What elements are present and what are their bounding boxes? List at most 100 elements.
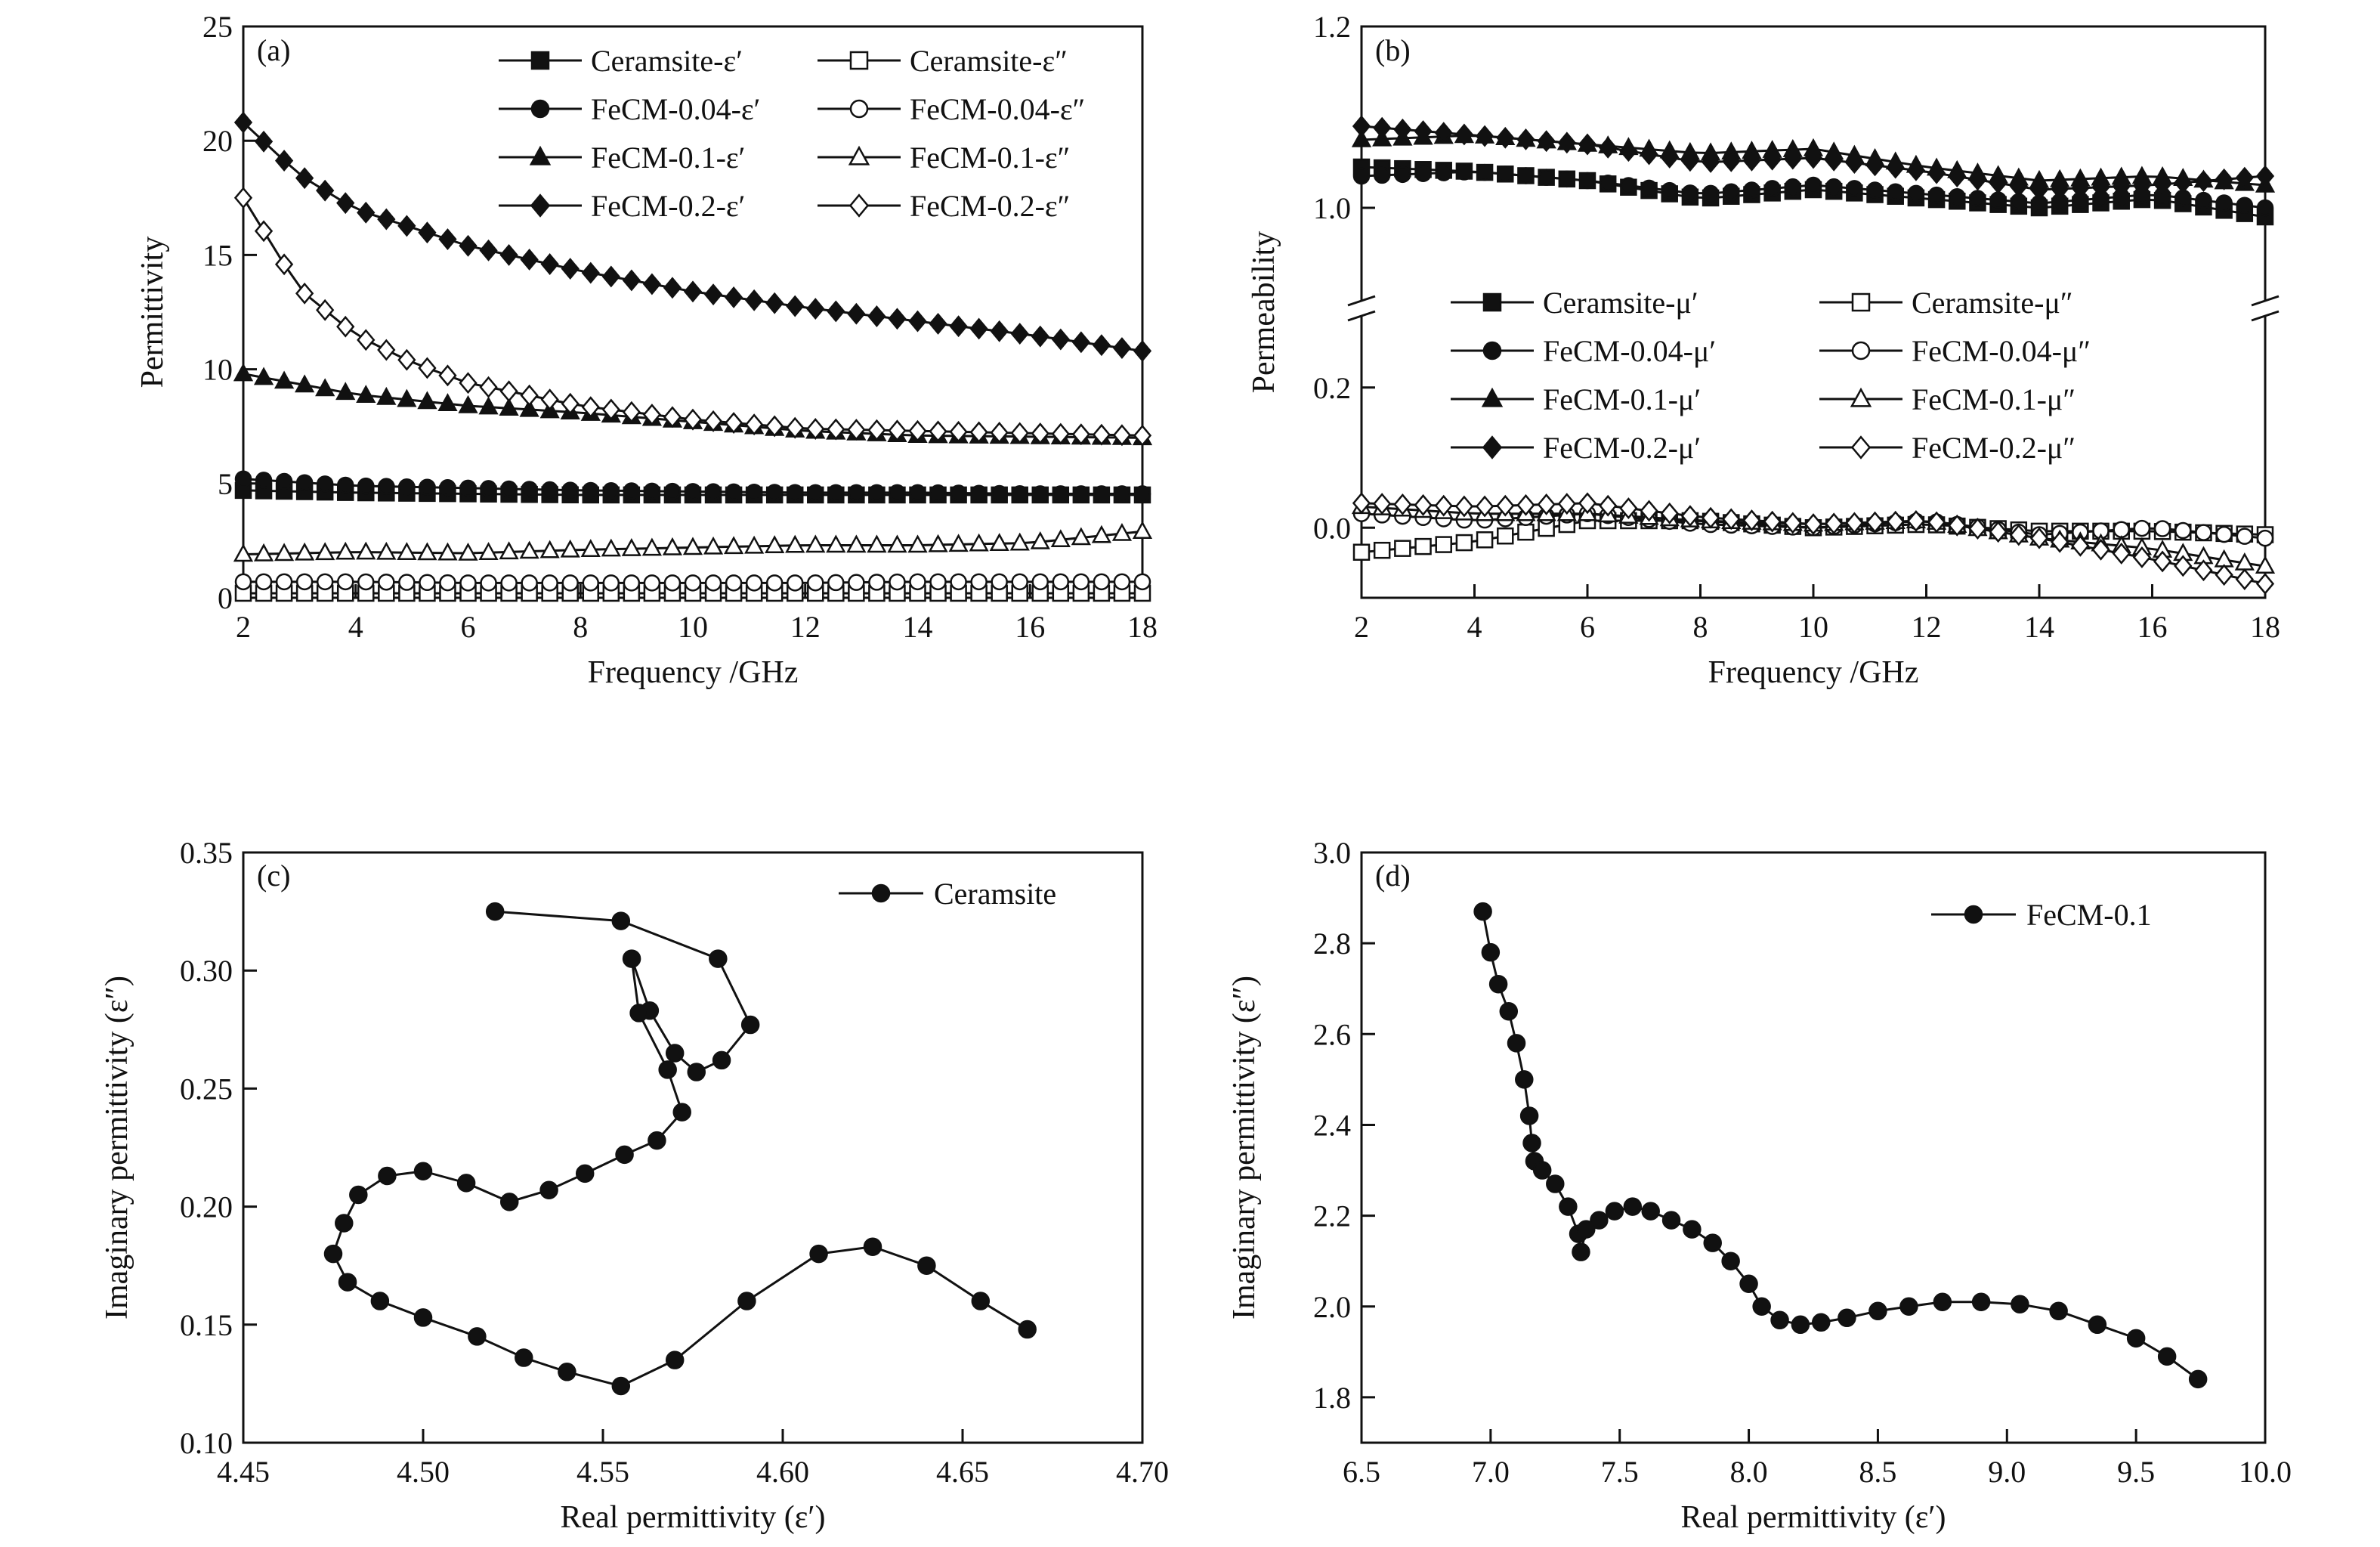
data-point	[377, 208, 396, 231]
data-point	[663, 482, 682, 500]
data-point	[682, 537, 703, 555]
data-point	[1091, 524, 1112, 543]
data-point	[848, 484, 865, 502]
data-point	[1532, 1161, 1552, 1180]
data-point	[2091, 176, 2110, 199]
data-point	[1763, 148, 1782, 171]
data-point	[233, 543, 254, 562]
data-point	[575, 1164, 595, 1183]
legend-label: Ceramsite-ε′	[591, 44, 743, 78]
data-point	[1680, 505, 1700, 528]
data-point	[970, 573, 988, 591]
data-point	[1578, 172, 1596, 190]
legend: FeCM-0.1	[1931, 898, 2152, 932]
data-point	[725, 483, 743, 501]
data-point	[1661, 1211, 1681, 1230]
data-point	[1352, 167, 1371, 185]
data-point	[539, 540, 560, 558]
x-tick-label: 8.0	[1730, 1455, 1768, 1489]
data-point	[336, 476, 354, 494]
y-tick-label: 5	[218, 467, 233, 501]
data-point	[1031, 573, 1049, 591]
data-point	[868, 574, 886, 591]
data-point	[827, 418, 845, 441]
axis-break-mark	[2251, 310, 2280, 322]
data-point	[990, 320, 1009, 342]
data-point	[1031, 485, 1049, 503]
data-point	[1522, 1134, 1541, 1153]
y-axis-label: Imaginary permittivity (ε″)	[1227, 976, 1262, 1320]
data-point	[867, 419, 886, 441]
legend-marker	[1850, 387, 1872, 407]
x-axis-label: Frequency /GHz	[588, 655, 799, 690]
panel-tag: (b)	[1375, 33, 1411, 67]
y-tick-label: 1.8	[1313, 1381, 1351, 1415]
data-point	[1031, 422, 1049, 444]
data-point	[397, 215, 416, 237]
data-point	[1868, 1301, 1887, 1321]
data-point	[2132, 175, 2152, 196]
data-point	[623, 482, 641, 500]
data-point	[315, 542, 335, 561]
legend-marker	[1482, 292, 1502, 312]
data-point	[1051, 328, 1070, 351]
y-tick-label: 0.15	[180, 1308, 233, 1342]
y-tick-label: 2.6	[1313, 1017, 1351, 1051]
data-point	[807, 484, 824, 502]
panel-tag: (a)	[257, 33, 290, 67]
data-point	[786, 416, 805, 439]
data-point	[909, 573, 926, 591]
data-point	[1825, 178, 1843, 196]
data-point	[991, 484, 1008, 503]
data-point	[541, 481, 558, 499]
data-point	[1825, 149, 1844, 172]
y-tick-label: 25	[202, 10, 233, 44]
data-point	[785, 534, 805, 553]
data-point	[846, 534, 867, 553]
data-point	[456, 1174, 476, 1193]
data-point	[1763, 510, 1782, 533]
data-point	[378, 1166, 397, 1186]
data-point	[683, 280, 703, 303]
data-point	[928, 534, 948, 552]
data-point	[397, 388, 417, 407]
data-point	[908, 310, 927, 333]
x-tick-label: 12	[1912, 610, 1942, 644]
data-point	[519, 540, 539, 559]
legend-label: FeCM-0.2-μ″	[1912, 431, 2076, 465]
data-point	[1784, 178, 1802, 196]
legend-label: Ceramsite	[934, 877, 1056, 911]
x-tick-label: 4	[1467, 610, 1482, 644]
data-point	[642, 273, 662, 295]
data-point	[1640, 500, 1658, 522]
data-point	[2157, 1347, 2177, 1366]
data-point	[413, 1162, 433, 1180]
y-axis-label: Permeability	[1247, 231, 1281, 394]
data-point	[1722, 508, 1741, 531]
y-tick-label: 2.8	[1313, 927, 1351, 961]
data-point	[1783, 147, 1802, 170]
y-tick-label: 0.20	[180, 1190, 233, 1224]
data-point	[929, 484, 947, 502]
data-point	[1011, 573, 1028, 591]
x-tick-label: 8.5	[1859, 1455, 1896, 1489]
data-point	[1475, 125, 1494, 147]
data-point	[971, 1292, 991, 1310]
data-point	[1948, 514, 1967, 537]
data-point	[275, 573, 293, 591]
data-point	[2051, 178, 2069, 200]
data-point	[499, 243, 518, 266]
y-tick-label: 0.30	[180, 954, 233, 988]
data-point	[438, 228, 457, 250]
data-point	[459, 234, 478, 257]
data-point	[1968, 169, 1987, 191]
data-point	[765, 415, 784, 438]
data-point	[2112, 175, 2131, 198]
plot-frame	[242, 851, 1144, 1444]
data-point	[417, 542, 437, 561]
data-point	[1599, 175, 1617, 192]
data-point	[2009, 524, 2028, 546]
data-point	[1515, 1070, 1534, 1089]
data-point	[887, 534, 907, 553]
data-point	[316, 299, 335, 321]
